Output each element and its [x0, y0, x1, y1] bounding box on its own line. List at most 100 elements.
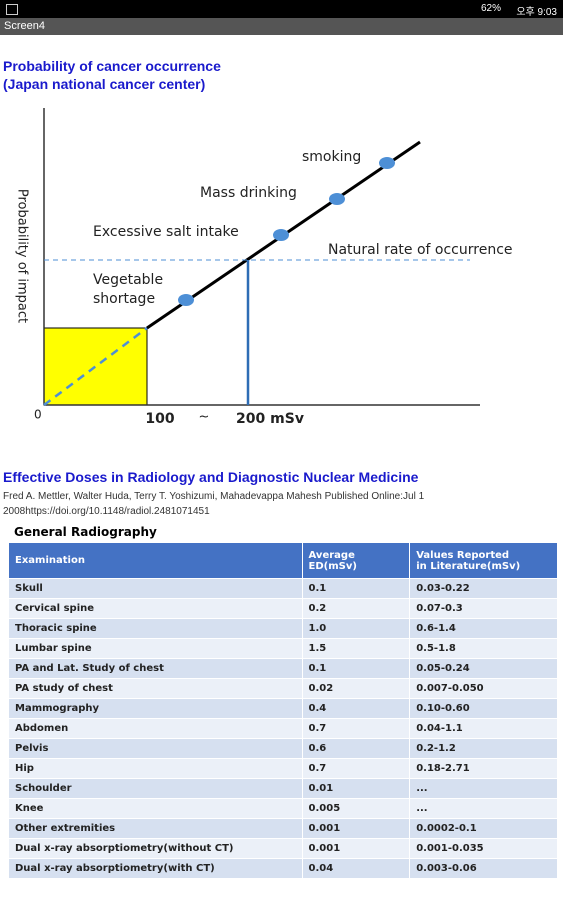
table-cell: 0.2 — [301, 598, 411, 619]
table-cell: 0.01 — [301, 778, 411, 799]
x-label: 100 — [145, 411, 174, 427]
header-cell: Examination — [8, 542, 303, 579]
time: 오후 9:03 — [516, 7, 557, 18]
table-cell: 0.003-0.06 — [409, 858, 558, 879]
table-cell: ... — [409, 778, 558, 799]
table-cell: Skull — [8, 578, 303, 599]
citation: Fred A. Mettler, Walter Huda, Terry T. Y… — [3, 491, 425, 502]
status-icon — [6, 4, 18, 15]
x-label: 200 mSv — [236, 411, 304, 427]
table-caption: General Radiography — [14, 525, 157, 539]
header-text: Values Reported — [416, 549, 510, 561]
app-title: Screen4 — [4, 20, 45, 32]
table-cell: Knee — [8, 798, 303, 819]
table-cell: 0.07-0.3 — [409, 598, 558, 619]
table-cell: 0.005 — [301, 798, 411, 819]
table-cell: 0.7 — [301, 718, 411, 739]
table-row: Dual x-ray absorptiometry(with CT) 0.04 0.… — [8, 858, 558, 879]
table-cell: Dual x-ray absorptiometry(without CT) — [8, 838, 303, 859]
table-cell: 0.04 — [301, 858, 411, 879]
table-cell: Lumbar spine — [8, 638, 303, 659]
app-bar: Screen4 — [0, 18, 563, 35]
table-cell: 0.0002-0.1 — [409, 818, 558, 839]
origin-label: 0 — [34, 408, 42, 422]
section-title: Probability of cancer occurrence — [3, 58, 221, 74]
y-axis-label: Probability of impact — [15, 189, 30, 323]
table-cell: 0.04-1.1 — [409, 718, 558, 739]
table-row: Knee 0.005... — [8, 798, 558, 819]
table-cell: 0.1 — [301, 658, 411, 679]
section-title: Effective Doses in Radiology and Diagnos… — [3, 469, 419, 485]
table-cell: 0.02 — [301, 678, 411, 699]
table-cell: 0.2-1.2 — [409, 738, 558, 759]
label: Vegetable — [93, 272, 163, 288]
x-label-separator: ~ — [199, 410, 210, 425]
table-cell: Mammography — [8, 698, 303, 719]
table-cell: Pelvis — [8, 738, 303, 759]
table-cell: Other extremities — [8, 818, 303, 839]
table-cell: 0.4 — [301, 698, 411, 719]
table-row: Lumbar spine 1.5 0.5-1.8 — [8, 638, 558, 659]
table-cell: 0.001-0.035 — [409, 838, 558, 859]
table-cell: Abdomen — [8, 718, 303, 739]
point — [178, 294, 194, 306]
table-row: Cervical spine 0.2 0.07-0.3 — [8, 598, 558, 619]
table-cell: 0.10-0.60 — [409, 698, 558, 719]
point — [379, 157, 395, 169]
header-row: Examination Average ED(mSv) Values Reported… — [8, 542, 558, 579]
label: smoking — [302, 149, 361, 165]
point — [273, 229, 289, 241]
table-cell: PA and Lat. Study of chest — [8, 658, 303, 679]
header-text: ED(mSv) — [308, 560, 357, 572]
table-cell: 1.0 — [301, 618, 411, 639]
table-row: PA and Lat. Study of chest 0.1 0.05-0.24 — [8, 658, 558, 679]
label: Mass drinking — [200, 185, 297, 201]
table-row: Pelvis 0.6 0.2-1.2 — [8, 738, 558, 759]
table-cell: 0.5-1.8 — [409, 638, 558, 659]
header-text: in Literature(mSv) — [416, 560, 521, 572]
dose-table: Examination Average ED(mSv) Values Reported… — [8, 542, 558, 879]
table-cell: Cervical spine — [8, 598, 303, 619]
table-row: Hip 0.7 0.18-2.71 — [8, 758, 558, 779]
table-row: Abdomen 0.7 0.04-1.1 — [8, 718, 558, 739]
table-cell: Thoracic spine — [8, 618, 303, 639]
table-cell: 0.18-2.71 — [409, 758, 558, 779]
section-subtitle: (Japan national cancer center) — [3, 76, 206, 92]
table-cell: Schoulder — [8, 778, 303, 799]
table-cell: 0.7 — [301, 758, 411, 779]
label: Excessive salt intake — [93, 224, 239, 240]
table-row: PA study of chest 0.02 0.007-0.050 — [8, 678, 558, 699]
table-row: Dual x-ray absorptiometry(without CT) 0.0… — [8, 838, 558, 859]
table-cell: 0.6-1.4 — [409, 618, 558, 639]
table-row: Schoulder 0.01... — [8, 778, 558, 799]
header-cell: Values Reported in Literature(mSv) — [409, 542, 558, 579]
table-cell: 0.6 — [301, 738, 411, 759]
table-cell: 0.05-0.24 — [409, 658, 558, 679]
label: Natural rate of occurrence — [328, 242, 513, 258]
table-cell: Dual x-ray absorptiometry(with CT) — [8, 858, 303, 879]
table-cell: 0.007-0.050 — [409, 678, 558, 699]
table-cell: 0.001 — [301, 818, 411, 839]
table-row: Skull 0.1 0.03-0.22 — [8, 578, 558, 599]
table-cell: 1.5 — [301, 638, 411, 659]
citation: 2008https://doi.org/10.1148/radiol.24810… — [3, 506, 210, 517]
header-cell: Average ED(mSv) — [301, 542, 411, 579]
header-text: Average — [308, 549, 355, 561]
table-row: Other extremities 0.001 0.0002-0.1 — [8, 818, 558, 839]
point — [329, 193, 345, 205]
table-row: Thoracic spine 1.0 0.6-1.4 — [8, 618, 558, 639]
table-cell: Hip — [8, 758, 303, 779]
table-cell: ... — [409, 798, 558, 819]
table-cell: PA study of chest — [8, 678, 303, 699]
table-row: Mammography 0.4 0.10-0.60 — [8, 698, 558, 719]
header-text: Examination — [15, 555, 85, 566]
table-cell: 0.1 — [301, 578, 411, 599]
table-cell: 0.03-0.22 — [409, 578, 558, 599]
diagram: Probability of impact 0 100 ~ 200 mSv sm… — [15, 108, 513, 427]
status-bar: 62% 오후 9:03 — [0, 0, 563, 18]
extrapolation-line — [43, 326, 148, 407]
label: shortage — [93, 291, 155, 307]
battery: 62% — [480, 3, 501, 14]
table-cell: 0.001 — [301, 838, 411, 859]
